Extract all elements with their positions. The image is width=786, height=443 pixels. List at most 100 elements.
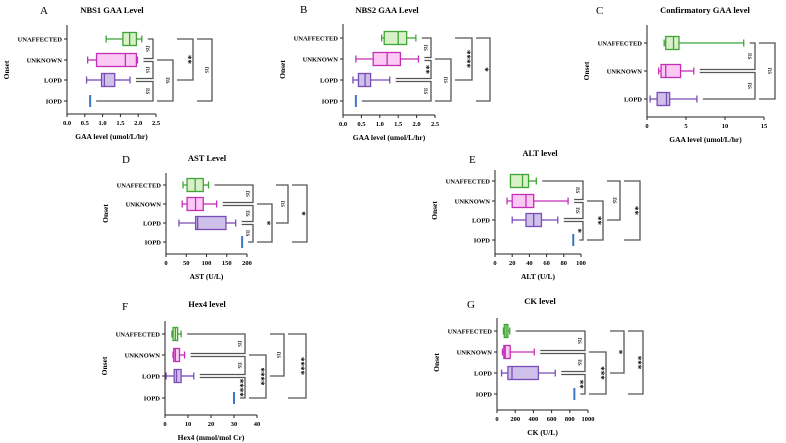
significance-label: ns — [236, 362, 244, 369]
box-lopd — [178, 215, 237, 231]
significance-label: ns — [236, 341, 244, 348]
box-lopd — [511, 212, 559, 228]
iqr-box — [194, 215, 227, 231]
x-tick-label: 0 — [645, 123, 648, 130]
bracket-line — [177, 38, 194, 81]
bracket-line — [157, 59, 174, 102]
x-tick-label: 200 — [510, 416, 520, 423]
box-unknown — [658, 63, 695, 79]
x-axis-label: CK (U/L) — [527, 428, 558, 437]
iqr-box — [656, 91, 671, 107]
category-label: UNKNOWN — [126, 202, 162, 209]
box-unaffected — [502, 323, 511, 339]
bracket-line — [187, 333, 246, 355]
bracket-line — [214, 184, 254, 204]
significance-label: ns — [576, 359, 584, 366]
significance-bracket: ** — [561, 373, 586, 395]
significance-label: **** — [462, 50, 472, 69]
significance-label: ns — [144, 46, 152, 53]
category-label: UNAFFECTED — [116, 332, 161, 339]
bracket-line — [199, 376, 246, 399]
significance-bracket: ns — [190, 355, 246, 376]
bracket-line — [395, 59, 432, 80]
bracket-line — [607, 180, 621, 221]
significance-label: ns — [144, 67, 152, 74]
bracket-line — [628, 330, 644, 395]
box-lopd — [649, 91, 698, 107]
category-label: LOPD — [474, 371, 492, 378]
bracket-line — [624, 180, 641, 241]
significance-label: ns — [244, 210, 252, 217]
significance-bracket: ns — [187, 333, 246, 355]
box-unaffected — [509, 173, 537, 189]
bracket-line — [476, 37, 491, 102]
x-tick-label: 0.5 — [81, 120, 90, 127]
significance-bracket: **** — [199, 376, 246, 399]
significance-label: ns — [244, 191, 252, 198]
x-tick-label: 1.0 — [376, 121, 384, 128]
box-unknown — [181, 196, 218, 212]
panel-letter: G — [467, 299, 475, 311]
category-label: IOPD — [145, 240, 162, 247]
significance-bracket: ns — [542, 180, 584, 201]
bracket-line — [421, 37, 432, 59]
significance-bracket: ns — [241, 223, 254, 243]
significance-bracket: ns — [270, 333, 285, 377]
significance-label: ** — [421, 65, 431, 75]
significance-label: ns — [611, 197, 619, 204]
x-axis-label: AST (U/L) — [190, 272, 224, 281]
panel-d: D AST Level 0 50 100 150 200 AST (U/L) Onset UNAF… — [101, 153, 308, 281]
iqr-box — [173, 347, 181, 363]
significance-bracket: ns — [96, 80, 154, 102]
chart-title: AST Level — [188, 153, 227, 163]
x-tick-label: 400 — [529, 416, 539, 423]
y-axis-label: Onset — [278, 60, 287, 79]
significance-bracket: * — [257, 203, 273, 243]
box-lopd — [500, 365, 556, 381]
category-label: UNAFFECTED — [598, 41, 643, 48]
x-tick-label: 80 — [561, 260, 568, 267]
x-tick-label: 1000 — [582, 416, 595, 423]
iqr-box — [100, 72, 116, 88]
bracket-line — [288, 333, 307, 399]
x-tick-label: 10 — [722, 123, 729, 130]
x-axis-label: GAA level (umol/L/hr) — [669, 135, 742, 144]
panel-letter: E — [469, 154, 476, 166]
category-label: UNKNOWN — [457, 350, 493, 357]
significance-bracket: ns — [222, 204, 254, 223]
panel-letter: C — [596, 5, 603, 17]
significance-bracket: ns — [136, 60, 154, 80]
box-unknown — [172, 347, 186, 363]
x-tick-label: 0.0 — [339, 121, 347, 128]
bracket-line — [563, 220, 584, 241]
x-axis-label: ALT (U/L) — [521, 272, 555, 281]
bracket-line — [563, 201, 584, 220]
x-tick-label: 20 — [208, 421, 215, 428]
significance-bracket: *** — [589, 351, 607, 395]
panel-e: E ALT level 0 20 40 60 80 100 ALT (U/L) Onset UNAF… — [430, 148, 641, 281]
x-tick-label: 0.0 — [63, 120, 71, 127]
significance-label: **** — [296, 357, 306, 376]
x-tick-label: 2.0 — [413, 121, 421, 128]
x-tick-label: 150 — [222, 260, 232, 267]
significance-bracket: ns — [361, 80, 432, 102]
bracket-line — [699, 42, 756, 71]
category-label: LOPD — [320, 78, 338, 85]
category-label: UNKNOWN — [125, 353, 161, 360]
category-label: IOPD — [476, 392, 493, 399]
chart-title: Confirmatory GAA level — [660, 5, 750, 15]
x-axis-label: GAA level (umol/L/hr) — [75, 132, 148, 141]
bracket-line — [361, 80, 432, 102]
bracket-line — [241, 223, 254, 243]
bracket-line — [699, 71, 756, 100]
bracket-line — [610, 330, 625, 374]
significance-label: ** — [630, 206, 640, 216]
significance-label: ** — [593, 216, 603, 226]
significance-label: ns — [422, 45, 430, 52]
category-label: LOPD — [624, 97, 642, 104]
chart-title: Hex4 level — [188, 299, 226, 309]
x-tick-label: 60 — [543, 260, 550, 267]
box-unaffected — [182, 177, 210, 193]
